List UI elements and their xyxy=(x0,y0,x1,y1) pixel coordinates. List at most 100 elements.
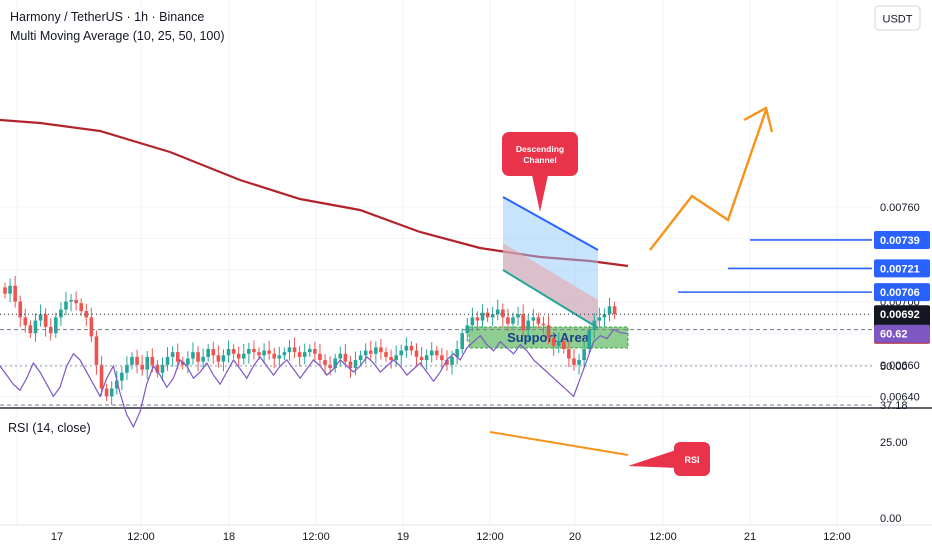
candle-body xyxy=(13,285,17,302)
candle-body xyxy=(435,350,439,356)
projection-path xyxy=(649,106,774,251)
rsi-line xyxy=(0,328,628,429)
candle-body xyxy=(501,309,505,318)
candle-body xyxy=(333,358,337,368)
candle-body xyxy=(577,360,581,365)
candle-body xyxy=(201,356,205,362)
candle-body xyxy=(445,360,449,365)
candle-body xyxy=(140,364,144,370)
candle-body xyxy=(409,345,414,351)
level-price-badge xyxy=(874,230,930,249)
channel-lower-line xyxy=(502,269,599,329)
candle-body xyxy=(607,306,612,315)
candle-body xyxy=(338,353,343,359)
candle-body xyxy=(94,336,99,365)
candle-body xyxy=(602,314,607,318)
indicator-label[interactable]: Multi Moving Average (10, 25, 50, 100) xyxy=(10,29,224,43)
candle-body xyxy=(120,372,124,381)
candle-body xyxy=(485,312,490,318)
candle-body xyxy=(531,317,536,321)
time-tick-label[interactable]: 17 xyxy=(51,531,63,543)
candle-body xyxy=(150,356,155,365)
time-tick-label[interactable]: 12:00 xyxy=(649,531,677,543)
time-tick-label[interactable]: 20 xyxy=(569,531,581,543)
candle-body xyxy=(38,314,43,321)
currency-button[interactable]: USDT xyxy=(874,5,921,31)
candle-body xyxy=(114,380,119,389)
candle-body xyxy=(267,350,271,354)
rsi-callout-box xyxy=(674,442,710,476)
candle-body xyxy=(196,352,200,362)
candle-body xyxy=(287,347,292,353)
candle-body xyxy=(104,388,109,397)
candle-body xyxy=(414,350,419,357)
candle-body xyxy=(302,352,307,357)
candle-body xyxy=(490,314,495,318)
candle-body xyxy=(368,350,373,354)
candle-body xyxy=(99,364,104,389)
rsi-value-badge xyxy=(874,324,930,343)
candle-body xyxy=(495,309,500,315)
rsi-badge-lower: 37.18 xyxy=(880,400,908,412)
price-tick-label: 0.00640 xyxy=(880,391,920,403)
candle-body xyxy=(206,349,210,357)
grid-lines xyxy=(0,0,872,525)
time-tick-label[interactable]: 12:00 xyxy=(823,531,851,543)
candle-body xyxy=(64,301,68,310)
candle-body xyxy=(460,333,464,349)
candle-body xyxy=(241,353,246,359)
candle-body xyxy=(226,349,231,356)
candle-body xyxy=(69,300,73,302)
channel-callout-text-line1: Descending xyxy=(516,144,564,154)
time-tick-label[interactable]: 12:00 xyxy=(127,531,155,543)
candle-body xyxy=(292,347,297,353)
time-tick-label[interactable]: 12:00 xyxy=(302,531,330,543)
candle-body xyxy=(536,317,541,324)
time-tick-label[interactable]: 19 xyxy=(397,531,409,543)
candle-body xyxy=(475,317,480,321)
candle-body xyxy=(18,301,23,318)
level-price-badge xyxy=(874,283,930,302)
candle-body xyxy=(358,355,363,361)
time-tick-label[interactable]: 21 xyxy=(744,531,756,543)
current-price-text: 0.00692 xyxy=(880,309,920,321)
candle-body xyxy=(429,350,434,356)
level-price-badge-text: 0.00739 xyxy=(880,235,920,247)
candle-body xyxy=(257,352,261,356)
candle-body xyxy=(567,349,571,359)
candle-body xyxy=(521,314,525,331)
candle-body xyxy=(323,360,327,365)
candle-body xyxy=(592,320,597,331)
candle-body xyxy=(546,325,551,338)
rsi-callout-text: RSI xyxy=(684,455,699,465)
candle-body xyxy=(384,352,388,357)
candle-body xyxy=(511,317,515,324)
projection-line xyxy=(649,109,768,251)
candle-body xyxy=(470,317,475,326)
candle-body xyxy=(348,361,353,368)
channel-upper-line xyxy=(502,196,599,251)
candle-body xyxy=(480,312,485,321)
candle-body xyxy=(277,355,282,359)
rsi-pane xyxy=(0,328,872,456)
time-tick-label[interactable]: 18 xyxy=(223,531,235,543)
candle-body xyxy=(353,360,358,368)
candle-body xyxy=(587,330,591,349)
candle-body xyxy=(186,358,190,365)
candle-body xyxy=(175,352,180,362)
candle-body xyxy=(572,358,576,365)
price-tick-label: 0.00660 xyxy=(880,360,920,372)
time-tick-label[interactable]: 12:00 xyxy=(476,531,504,543)
candle-body xyxy=(394,355,398,361)
candle-body xyxy=(43,314,48,327)
candle-body xyxy=(135,356,139,365)
candle-body xyxy=(556,341,561,346)
candle-body xyxy=(541,323,546,326)
candle-body xyxy=(399,350,404,356)
candle-body xyxy=(440,355,444,361)
candle-body xyxy=(313,349,317,354)
candle-body xyxy=(221,355,226,362)
rsi-label[interactable]: RSI (14, close) xyxy=(8,421,91,435)
candle-body xyxy=(125,364,129,373)
